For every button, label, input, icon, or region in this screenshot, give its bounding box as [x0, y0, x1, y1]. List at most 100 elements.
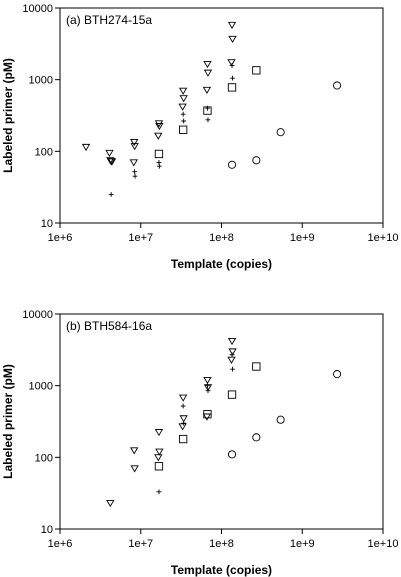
- x-tick-label: 1e+9: [290, 232, 315, 244]
- plus-point: [181, 420, 187, 426]
- plus-point: [108, 192, 114, 197]
- triangle-point: [227, 59, 236, 67]
- panel-b: (b) BTH584-16a Template (copies) Labeled…: [1, 309, 398, 577]
- circle-point: [276, 128, 285, 137]
- triangle-point: [154, 454, 163, 462]
- square-point: [178, 434, 188, 444]
- triangle-point: [107, 158, 117, 166]
- triangle-point: [202, 86, 212, 94]
- triangle-point: [81, 143, 91, 152]
- y-axis-label-b: Labeled primer (pM): [1, 364, 15, 479]
- x-tick-label: 1e+9: [290, 538, 315, 550]
- plus-point: [132, 173, 138, 179]
- x-ticks-a: 1e+6 1e+7 1e+8 1e+9 1e+10: [48, 223, 399, 244]
- circle-point: [252, 433, 261, 442]
- triangle-point: [106, 500, 115, 508]
- triangle-point: [178, 423, 187, 431]
- circle-point: [227, 160, 237, 169]
- y-tick-label: 10000: [22, 3, 53, 15]
- plus-point: [230, 75, 235, 81]
- triangle-point: [155, 448, 164, 456]
- triangle-point: [227, 337, 237, 346]
- square-point: [154, 462, 164, 471]
- square-point: [203, 106, 212, 115]
- square-point: [227, 83, 237, 92]
- triangle-point: [228, 348, 237, 356]
- triangle-point: [130, 447, 139, 455]
- square-point: [178, 125, 188, 134]
- plus-point: [205, 117, 211, 123]
- x-axis-label-a: Template (copies): [171, 257, 272, 271]
- triangle-point: [154, 429, 164, 437]
- plus-point: [132, 169, 138, 175]
- chart-title-a: (a) BTH274-15a: [66, 13, 152, 27]
- plus-point: [156, 489, 162, 495]
- x-tick-label: 1e+8: [209, 538, 234, 550]
- plus-point: [180, 111, 186, 117]
- circle-point: [227, 450, 237, 459]
- plus-point: [181, 118, 187, 124]
- x-tick-label: 1e+10: [368, 538, 399, 550]
- circle-point: [333, 81, 342, 90]
- square-point: [154, 149, 164, 159]
- triangle-point: [178, 394, 188, 402]
- triangle-point: [178, 87, 188, 95]
- square-point: [252, 362, 261, 371]
- triangle-point: [179, 95, 188, 103]
- circle-point: [276, 415, 285, 424]
- y-ticks-a: 10 100 1000 10000: [22, 3, 60, 230]
- y-tick-label: 1000: [29, 381, 53, 393]
- chart-title-b: (b) BTH584-16a: [66, 319, 152, 333]
- circle-point: [252, 156, 261, 165]
- x-axis-label-b: Template (copies): [171, 563, 272, 577]
- plus-point: [229, 352, 235, 358]
- triangle-point: [203, 69, 213, 77]
- x-ticks-b: 1e+6 1e+7 1e+8 1e+9 1e+10: [48, 529, 399, 550]
- data-points-a: [81, 21, 342, 197]
- plus-point: [180, 403, 186, 409]
- plus-point: [230, 366, 235, 372]
- triangle-point: [227, 356, 236, 364]
- triangle-point: [154, 132, 163, 140]
- data-points-b: [106, 337, 342, 508]
- triangle-point: [227, 21, 237, 30]
- triangle-point: [130, 143, 139, 151]
- x-tick-label: 1e+10: [368, 232, 399, 244]
- triangle-point: [228, 35, 237, 44]
- triangle-point: [203, 376, 212, 385]
- square-point: [227, 390, 237, 399]
- x-tick-label: 1e+6: [48, 538, 73, 550]
- triangle-point: [203, 384, 213, 392]
- plus-point: [205, 383, 210, 389]
- triangle-point: [105, 149, 114, 158]
- triangle-point: [202, 413, 212, 421]
- plus-point: [229, 63, 235, 68]
- y-tick-label: 10: [41, 218, 53, 230]
- x-tick-label: 1e+8: [209, 232, 234, 244]
- circle-point: [333, 370, 342, 379]
- plot-frame-b: [59, 313, 384, 530]
- triangle-point: [129, 159, 138, 167]
- square-point: [203, 410, 212, 419]
- y-axis-label-a: Labeled primer (pM): [1, 58, 15, 173]
- y-tick-label: 100: [35, 146, 53, 158]
- triangle-point: [155, 123, 164, 131]
- triangle-point: [178, 103, 187, 111]
- square-point: [252, 66, 261, 75]
- x-tick-label: 1e+7: [128, 538, 153, 550]
- y-tick-label: 10: [41, 524, 53, 536]
- triangle-point: [130, 138, 139, 147]
- y-ticks-b: 10 100 1000 10000: [22, 309, 60, 536]
- plot-frame-a: [59, 7, 384, 224]
- y-tick-label: 10000: [22, 309, 53, 321]
- panel-a: (a) BTH274-15a Template (copies) Labeled…: [1, 3, 398, 271]
- y-tick-label: 1000: [29, 75, 53, 87]
- y-tick-label: 100: [35, 452, 53, 464]
- x-tick-label: 1e+7: [128, 232, 153, 244]
- triangle-point: [179, 415, 188, 423]
- plus-point: [156, 163, 162, 169]
- triangle-point: [130, 465, 139, 473]
- plus-point: [205, 388, 211, 394]
- triangle-point: [203, 61, 212, 69]
